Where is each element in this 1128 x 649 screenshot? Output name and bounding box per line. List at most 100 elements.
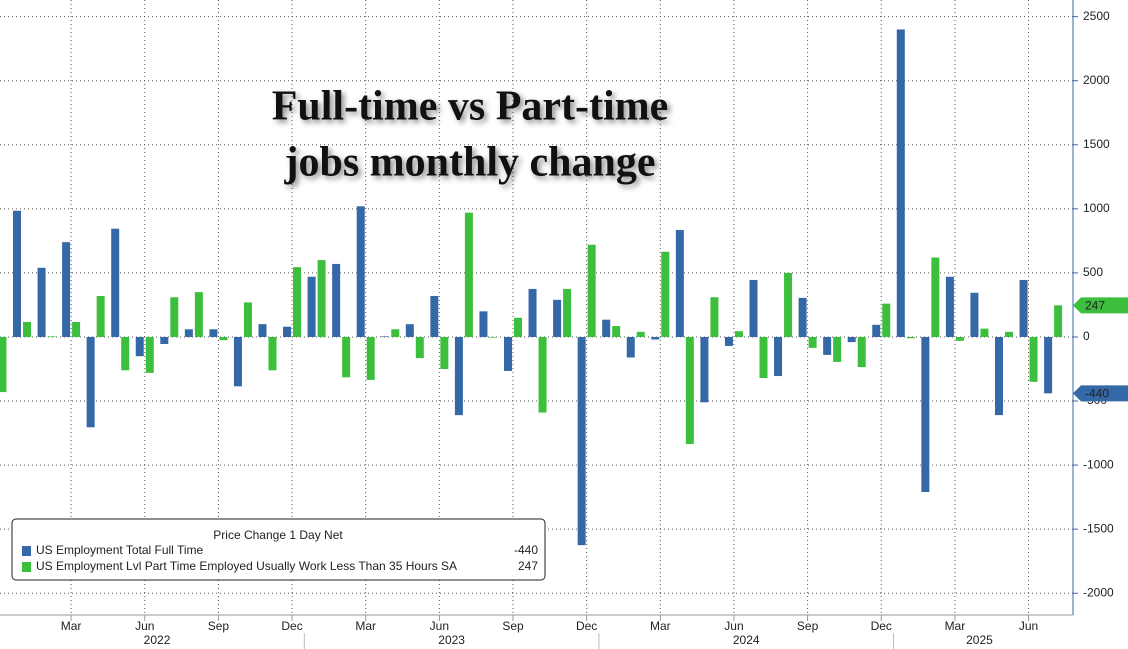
bar <box>931 257 940 337</box>
chart-title: Full-time vs Part-time <box>272 84 669 130</box>
bar <box>307 276 316 337</box>
y-tick-label: 0 <box>1083 329 1090 343</box>
x-tick-label: Mar <box>355 619 376 633</box>
bar <box>13 210 21 337</box>
x-tick-label: Sep <box>208 619 230 633</box>
bar <box>283 326 292 337</box>
bar <box>651 336 660 340</box>
bar <box>612 326 621 337</box>
legend-label: US Employment Lvl Part Time Employed Usu… <box>36 559 457 573</box>
x-tick-label: Sep <box>797 619 819 633</box>
y-tick-label: -1000 <box>1083 457 1114 471</box>
x-tick-label: Dec <box>576 619 597 633</box>
bar <box>233 336 242 387</box>
bar <box>675 229 684 337</box>
last-value-label: 247 <box>1085 298 1105 312</box>
bar <box>405 324 414 337</box>
bar <box>209 329 218 337</box>
bar <box>219 336 228 341</box>
bar <box>955 336 964 341</box>
legend-swatch <box>22 562 31 572</box>
bar <box>661 251 670 337</box>
bar <box>833 336 842 362</box>
bar <box>808 336 817 348</box>
chart-title: jobs monthly change <box>283 140 655 186</box>
bar <box>970 292 979 337</box>
x-year-label: 2024 <box>733 633 760 647</box>
bar <box>135 336 144 357</box>
legend-box <box>11 518 546 581</box>
x-year-label: 2022 <box>144 633 171 647</box>
bar <box>577 336 586 546</box>
legend-swatch <box>22 546 31 556</box>
bar <box>184 329 193 337</box>
bar <box>489 336 498 338</box>
bar <box>170 297 179 337</box>
bar <box>86 336 95 428</box>
x-tick-label: Jun <box>724 619 743 633</box>
bar <box>440 336 449 369</box>
bar <box>430 295 439 337</box>
bar <box>1005 331 1013 337</box>
bar <box>1029 336 1038 382</box>
last-value-label: -440 <box>1085 387 1109 401</box>
bar <box>798 297 807 337</box>
bar <box>479 311 488 337</box>
bar <box>145 336 154 373</box>
bar <box>1019 279 1028 337</box>
bar <box>514 317 522 337</box>
bar <box>317 260 326 337</box>
bar <box>857 336 866 368</box>
bar <box>381 336 390 337</box>
bar <box>921 336 930 492</box>
bar <box>882 303 891 337</box>
y-tick-label: 1500 <box>1083 137 1110 151</box>
bar <box>293 267 302 337</box>
bar <box>194 292 203 337</box>
last-value-tag <box>1073 385 1128 402</box>
bar <box>454 336 463 416</box>
bar <box>896 29 905 337</box>
x-tick-label: Mar <box>945 619 966 633</box>
legend-title: Price Change 1 Day Net <box>213 528 343 542</box>
bar <box>391 329 400 337</box>
bar <box>121 336 130 371</box>
bar <box>268 336 277 371</box>
bar <box>636 331 645 337</box>
bar <box>980 328 989 337</box>
bar <box>342 336 351 378</box>
bar <box>243 302 252 337</box>
bar <box>749 279 758 337</box>
bar <box>23 321 31 337</box>
bar <box>160 336 169 345</box>
bar <box>366 336 375 380</box>
bar <box>1044 336 1053 394</box>
x-tick-label: Jun <box>430 619 449 633</box>
legend-label: US Employment Total Full Time <box>36 543 203 557</box>
bar <box>111 228 120 337</box>
bar <box>72 321 81 337</box>
bar <box>945 276 954 337</box>
bar <box>356 206 365 337</box>
y-tick-label: 500 <box>1083 265 1103 279</box>
y-tick-label: -1500 <box>1083 521 1114 535</box>
x-tick-label: Dec <box>281 619 302 633</box>
bar <box>685 336 694 444</box>
y-tick-label: 2500 <box>1083 9 1110 23</box>
bar <box>553 299 562 337</box>
y-tick-label: -2000 <box>1083 585 1114 599</box>
y-tick-label: 1000 <box>1083 201 1110 215</box>
bar <box>1054 305 1063 337</box>
bar <box>563 288 572 337</box>
bar <box>47 336 56 337</box>
bar <box>872 324 881 337</box>
bar <box>823 336 832 355</box>
bar <box>332 263 341 337</box>
x-tick-label: Jun <box>135 619 154 633</box>
bar <box>734 331 743 337</box>
bar <box>464 212 473 337</box>
bar <box>774 336 783 377</box>
legend-value: -440 <box>514 543 538 557</box>
last-value-tag <box>1073 297 1128 314</box>
